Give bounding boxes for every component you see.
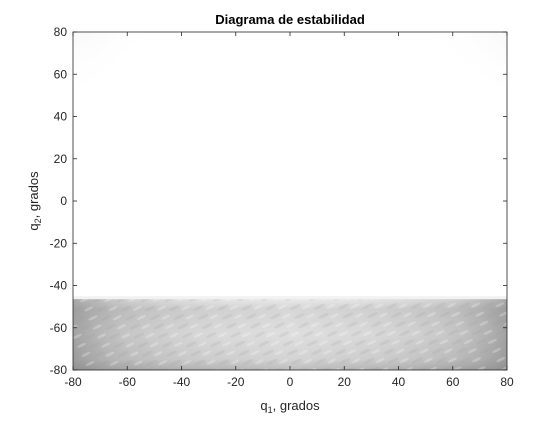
y-axis-label-rest: , grados [26,171,41,218]
y-tick-label: 0 [60,194,67,208]
x-axis-label: q1, grados [260,398,320,415]
y-tick-label: 60 [54,67,68,81]
heatmap-region-lower-band [73,296,507,370]
y-tick-label: 80 [54,25,68,39]
y-tick-label: -20 [50,236,68,250]
y-tick-label: -80 [50,363,68,377]
heatmap-region-top-right-corner [387,32,507,134]
chart-title: Diagrama de estabilidad [215,12,365,27]
x-axis-label-main: q [260,398,267,413]
y-tick-label: -40 [50,279,68,293]
x-axis-label-subscript: 1 [268,405,273,415]
band-texture [73,298,507,370]
y-tick-label: 20 [54,152,68,166]
y-tick-label: -60 [50,321,68,335]
x-tick-label: 60 [446,375,460,389]
heatmap-region-top-left-corner [73,32,193,134]
x-tick-label: -80 [64,375,82,389]
x-tick-label: 40 [392,375,406,389]
y-axis-label-subscript: 2 [33,218,43,223]
y-axis-ticks: -80 -60 -40 -20 0 20 40 60 80 [50,25,507,377]
y-axis-label-main: q [26,223,41,230]
x-tick-label: -40 [173,375,191,389]
x-tick-label: -60 [119,375,137,389]
x-axis-label-rest: , grados [273,398,320,413]
heatmap-regions [73,32,507,370]
x-tick-label: 0 [287,375,294,389]
y-axis-label: q2, grados [26,171,43,231]
x-axis-ticks: -80 -60 -40 -20 0 20 40 60 80 [64,32,514,389]
x-tick-label: 20 [338,375,352,389]
x-tick-label: -20 [227,375,245,389]
band-edge [73,296,507,300]
x-tick-label: 80 [500,375,514,389]
y-tick-label: 40 [54,110,68,124]
